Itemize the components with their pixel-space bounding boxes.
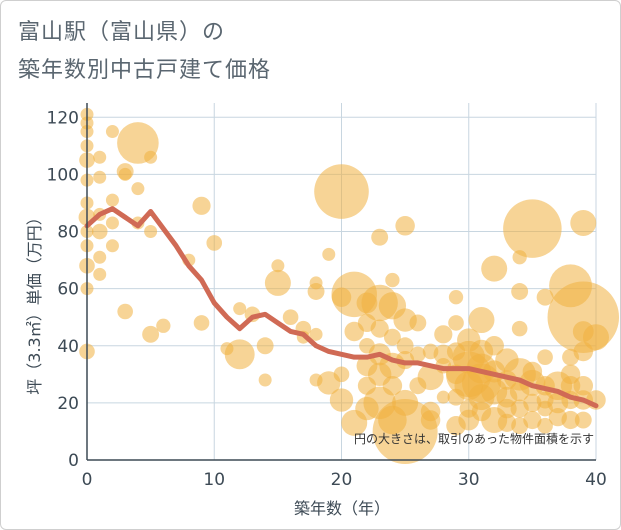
x-tick-label: 10 xyxy=(203,470,225,490)
bubble-point xyxy=(503,199,562,258)
bubble-point xyxy=(131,182,145,196)
bubble-point xyxy=(561,410,580,430)
bubble-point xyxy=(537,417,553,434)
bubble-point xyxy=(370,319,389,338)
bubble-point xyxy=(448,315,464,331)
chart-title-line-2: 築年数別中古戸建て価格 xyxy=(18,58,272,83)
bubble-point xyxy=(156,318,171,333)
y-tick-label: 0 xyxy=(68,451,79,471)
bubble-point xyxy=(417,364,444,391)
trend-line-layer xyxy=(84,206,599,409)
bubble-point xyxy=(105,216,119,230)
bubble-point xyxy=(93,150,107,164)
bubble-layer xyxy=(78,107,620,464)
bubble-point xyxy=(193,315,210,331)
bubble-point xyxy=(309,327,323,341)
bubble-point xyxy=(383,328,401,346)
bubble-point xyxy=(570,209,597,236)
bubble-point xyxy=(329,388,354,412)
bubble-point xyxy=(484,336,504,356)
x-tick-label: 40 xyxy=(585,470,607,490)
bubble-point xyxy=(144,150,158,164)
bubble-point xyxy=(93,267,107,281)
y-tick-label: 100 xyxy=(47,165,79,185)
bubble-point xyxy=(314,164,369,219)
bubble-point xyxy=(144,225,158,239)
chart-title-line-1: 富山駅（富山県）の xyxy=(18,20,226,45)
y-tick-label: 20 xyxy=(57,394,79,414)
bubble-point xyxy=(436,390,450,404)
bubble-point xyxy=(511,320,528,337)
bubble-point xyxy=(206,235,223,251)
y-axis-label: 坪（3.3㎡）単価（万円） xyxy=(25,209,44,394)
bubble-point xyxy=(258,373,272,387)
bubble-point xyxy=(264,269,291,296)
bubble-point xyxy=(118,167,132,181)
bubble-point xyxy=(434,325,453,344)
y-tick-label: 40 xyxy=(57,337,79,357)
bubble-point xyxy=(233,302,247,316)
bubble-point xyxy=(256,337,274,355)
bubble-point xyxy=(91,223,108,240)
bubble-point xyxy=(105,193,119,207)
bubble-point xyxy=(307,283,325,300)
y-tick-label: 120 xyxy=(47,108,79,128)
bubble-point xyxy=(117,303,133,320)
bubble-point xyxy=(271,259,285,273)
bubble-point xyxy=(105,125,119,139)
bubble-point xyxy=(93,250,107,264)
x-tick-label: 30 xyxy=(458,470,480,490)
bubble-point xyxy=(583,324,609,351)
axes-layer: 0 20 40 60 80 100 120 0 10 20 30 40 xyxy=(47,103,607,490)
x-axis-label: 築年数（年） xyxy=(294,499,390,518)
bubble-point xyxy=(322,247,336,261)
bubble-point xyxy=(382,375,403,396)
bubble-point xyxy=(536,288,554,306)
bubble-point xyxy=(333,366,350,383)
bubble-point xyxy=(481,255,508,282)
x-tick-label: 20 xyxy=(331,470,353,490)
bubble-point xyxy=(420,410,441,430)
bubble-point xyxy=(573,375,594,396)
x-tick-label: 0 xyxy=(82,470,93,490)
average-price-line xyxy=(84,206,599,409)
bubble-size-note: 円の大きさは、取引のあった物件面積を示す xyxy=(354,431,594,446)
y-tick-label: 60 xyxy=(57,280,79,300)
bubble-point xyxy=(192,196,211,215)
y-tick-label: 80 xyxy=(57,223,79,243)
bubble-point xyxy=(105,239,119,253)
bubble-point xyxy=(537,349,553,365)
bubble-point xyxy=(371,228,389,246)
bubble-point xyxy=(372,398,438,464)
bubble-point xyxy=(282,309,299,326)
bubble-point xyxy=(497,398,517,419)
bubble-point xyxy=(410,346,426,363)
bubble-point xyxy=(409,314,427,332)
bubble-point xyxy=(142,325,160,343)
bubble-point xyxy=(395,216,415,236)
bubble-point xyxy=(468,307,495,334)
bubble-point xyxy=(523,410,542,430)
bubble-point xyxy=(93,170,107,184)
bubble-point xyxy=(224,339,255,370)
bubble-point xyxy=(511,283,529,300)
bubble-point xyxy=(385,272,400,288)
chart-title: 富山駅（富山県）の 築年数別中古戸建て価格 xyxy=(18,14,271,90)
bubble-point xyxy=(448,290,464,305)
bubble-point xyxy=(396,337,414,355)
bubble-point xyxy=(574,411,592,429)
